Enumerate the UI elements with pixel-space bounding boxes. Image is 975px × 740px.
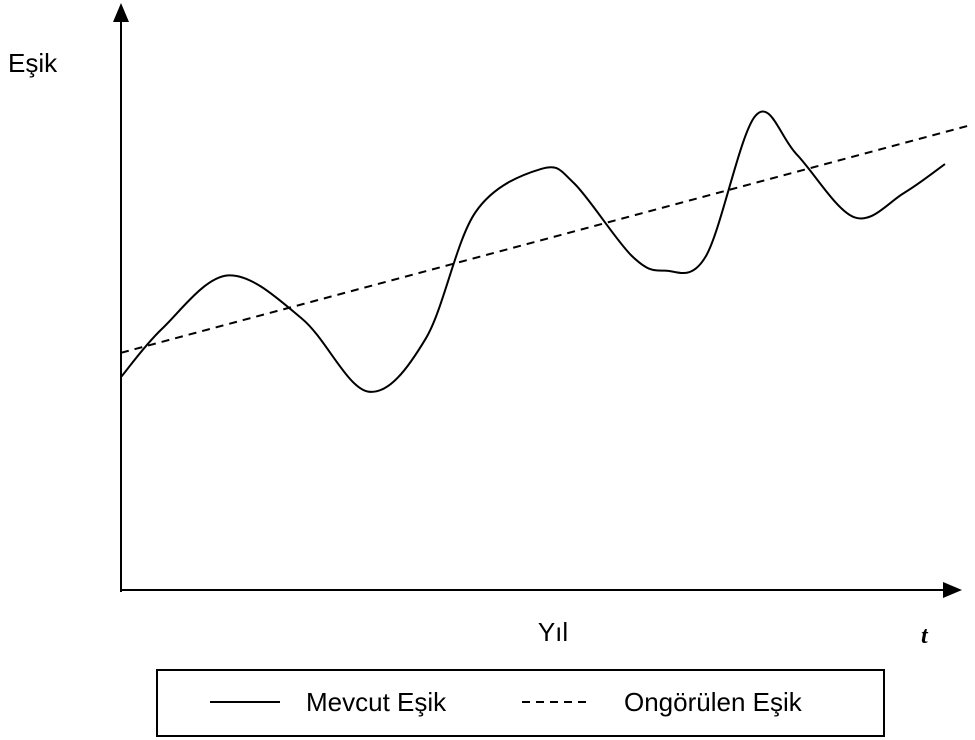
series-line-ongorulen-esik <box>120 124 970 354</box>
x-axis-arrow-icon <box>943 582 962 598</box>
legend-label-mevcut: Mevcut Eşik <box>306 687 447 717</box>
series-layer <box>120 110 970 393</box>
x-axis-end-label: t <box>921 623 929 649</box>
legend-label-ongorulen: Ongörülen Eşik <box>624 687 803 717</box>
y-axis-arrow-icon <box>113 3 129 22</box>
series-line-mevcut-esik <box>120 110 946 393</box>
y-axis-label: Eşik <box>8 48 58 78</box>
x-axis-label: Yıl <box>538 617 568 647</box>
